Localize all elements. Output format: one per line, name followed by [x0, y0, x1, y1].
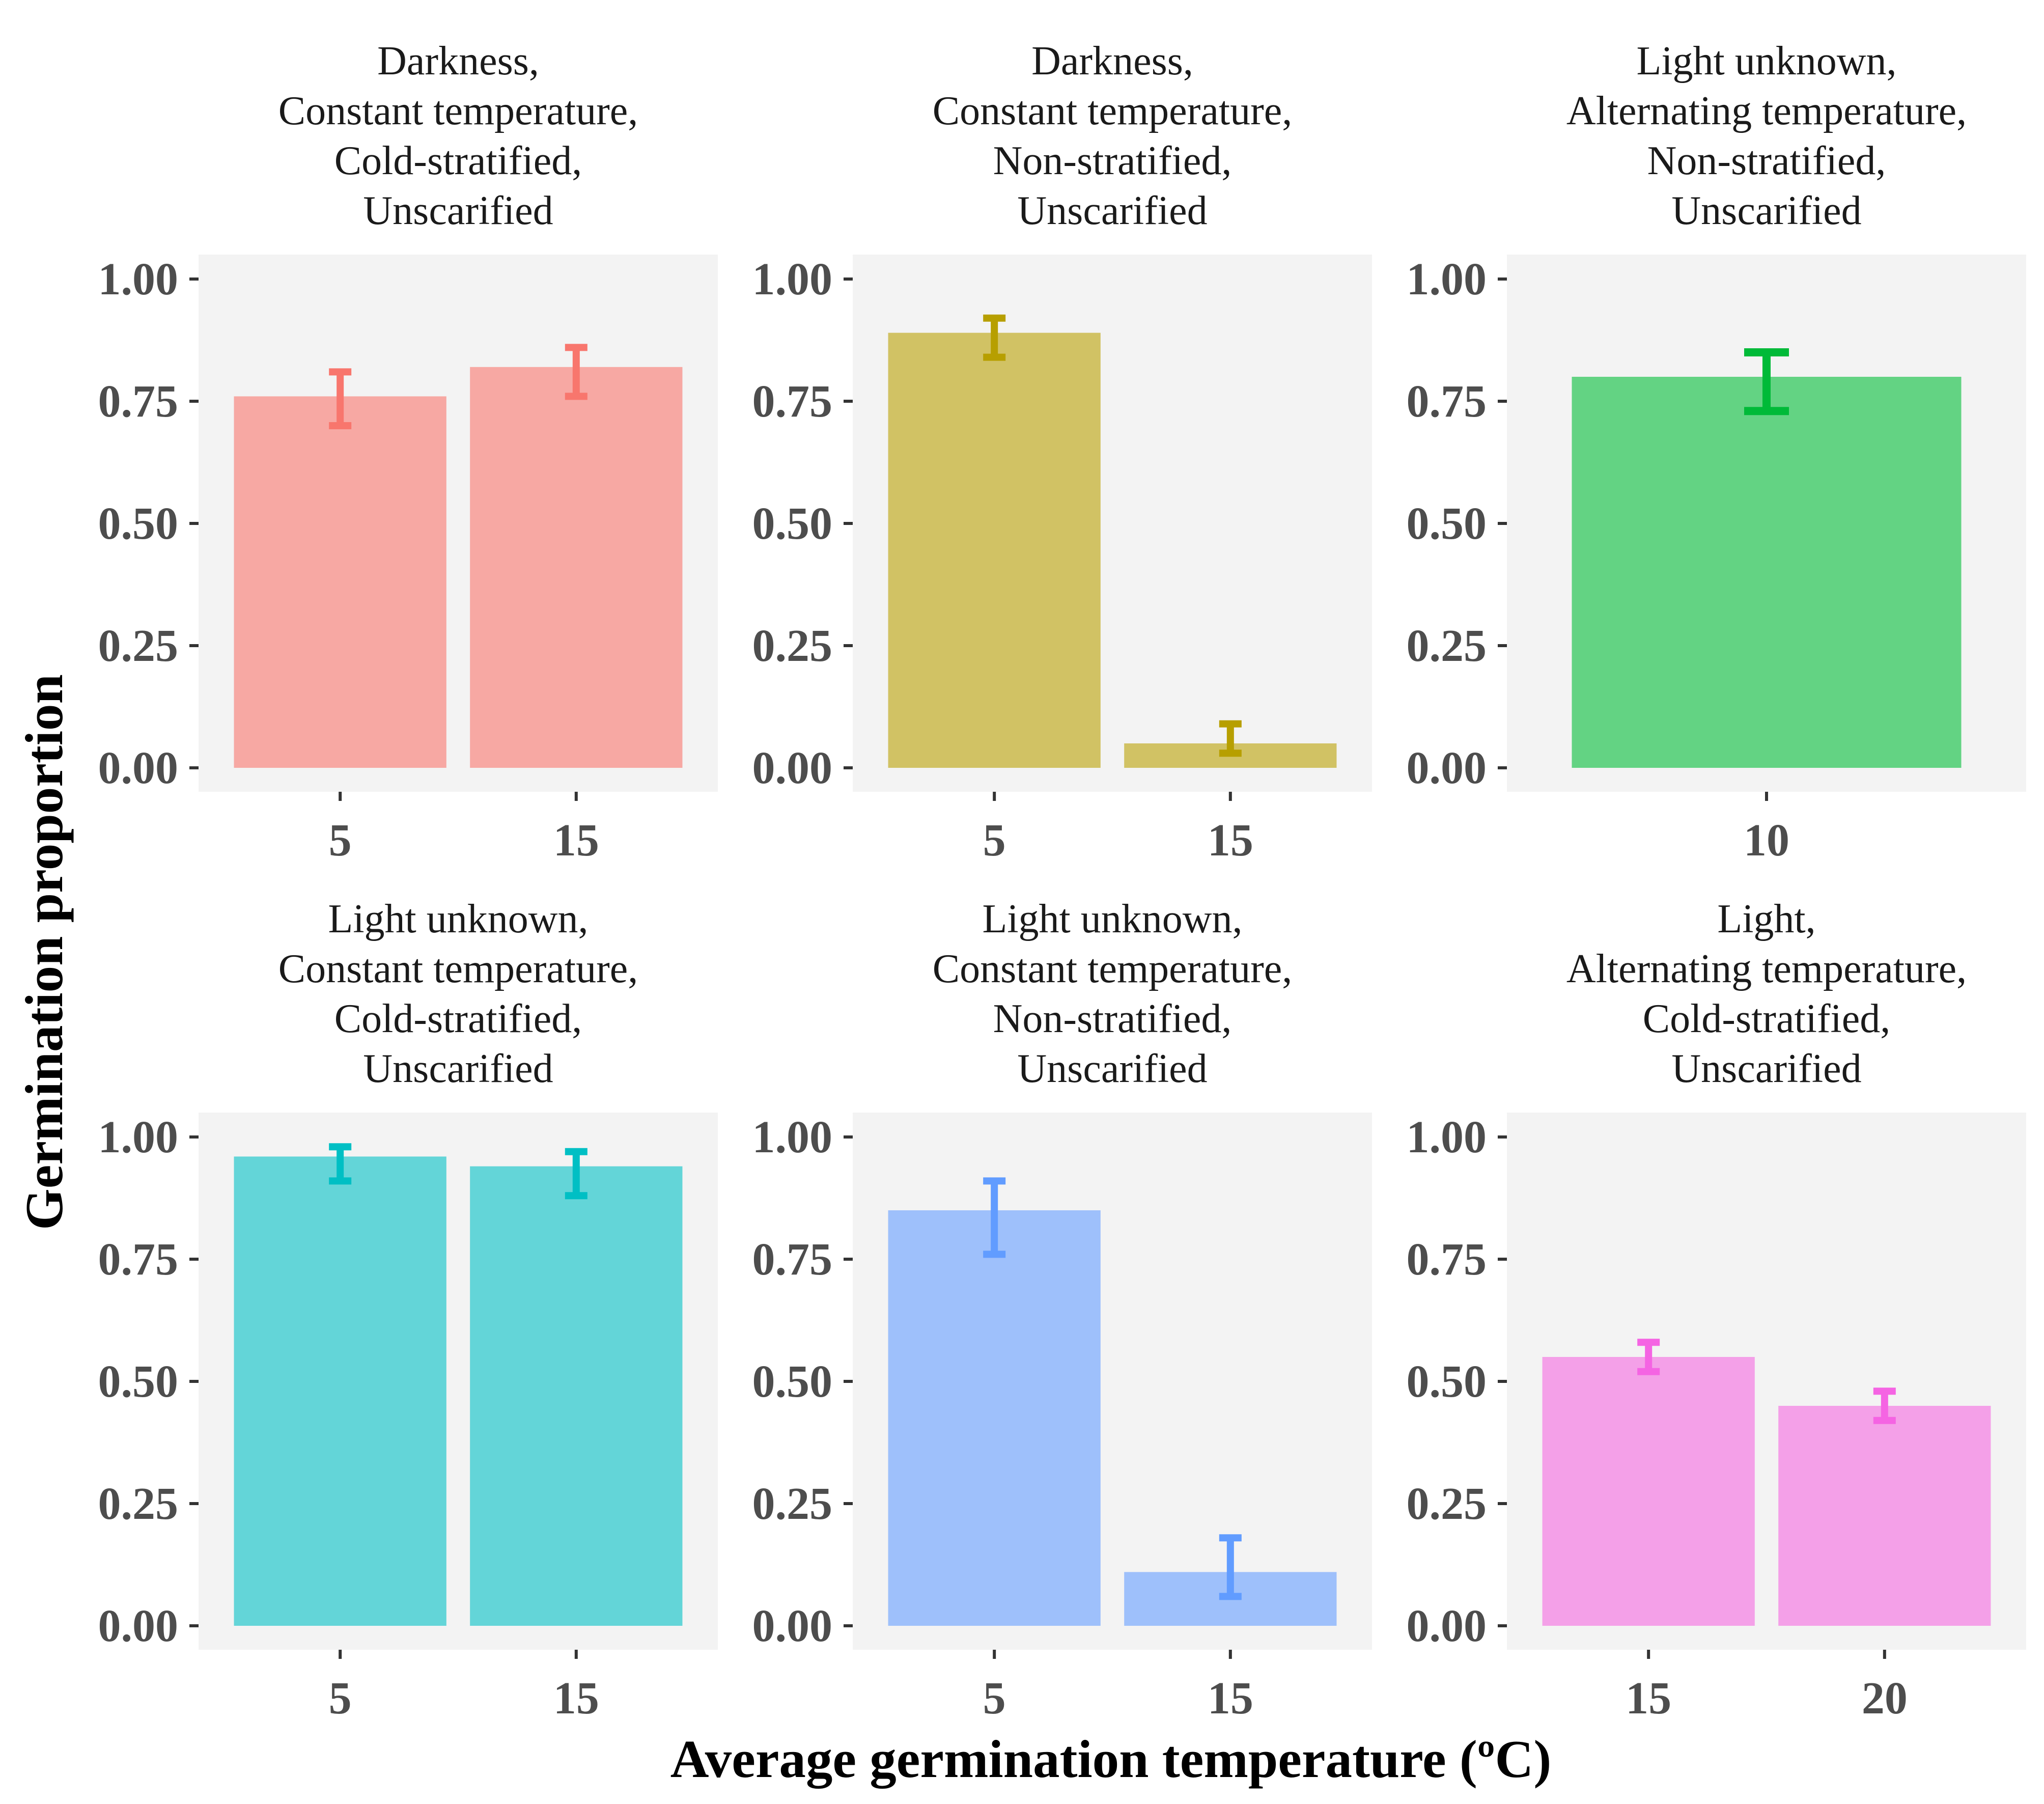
- x-tick-label: 20: [1862, 1673, 1908, 1724]
- facet-title-line: Non-stratified,: [993, 996, 1232, 1041]
- y-tick-label: 0.50: [752, 498, 833, 549]
- x-axis-title: Average germination temperature (ºC): [670, 1729, 1552, 1789]
- facet-title-line: Light,: [1717, 897, 1815, 941]
- y-tick-label: 0.75: [1407, 376, 1487, 427]
- bar: [470, 1166, 683, 1626]
- facet-title-line: Constant temperature,: [933, 89, 1292, 133]
- y-tick-label: 0.75: [98, 376, 179, 427]
- bar: [888, 1210, 1101, 1626]
- facet-title-line: Non-stratified,: [1647, 138, 1886, 183]
- y-tick-label: 0.25: [98, 621, 179, 671]
- facet-title-line: Constant temperature,: [933, 947, 1292, 991]
- y-tick-label: 0.25: [98, 1479, 179, 1529]
- facet-title-line: Unscarified: [1671, 188, 1861, 233]
- bar: [1778, 1406, 1991, 1626]
- y-tick-label: 1.00: [752, 254, 833, 304]
- bar: [1542, 1357, 1755, 1626]
- facet-title-line: Unscarified: [1017, 188, 1207, 233]
- x-tick-label: 5: [329, 1673, 352, 1724]
- facet-title-line: Light unknown,: [1636, 39, 1896, 84]
- x-tick-label: 5: [983, 1673, 1006, 1724]
- facet-title-line: Alternating temperature,: [1566, 89, 1967, 133]
- y-tick-label: 1.00: [1407, 254, 1487, 304]
- y-tick-label: 0.00: [752, 743, 833, 793]
- y-tick-label: 1.00: [752, 1112, 833, 1162]
- y-tick-label: 0.75: [752, 376, 833, 427]
- y-tick-label: 0.50: [1407, 1356, 1487, 1407]
- y-tick-label: 0.75: [1407, 1234, 1487, 1285]
- bar: [470, 367, 683, 768]
- facet-title-line: Darkness,: [377, 39, 539, 84]
- y-tick-label: 0.50: [98, 1356, 179, 1407]
- x-tick-label: 15: [1626, 1673, 1671, 1724]
- x-tick-label: 5: [329, 815, 352, 866]
- facet-title-line: Cold-stratified,: [334, 996, 582, 1041]
- x-tick-label: 15: [1208, 1673, 1253, 1724]
- bar: [234, 396, 446, 768]
- x-tick-label: 10: [1744, 815, 1789, 866]
- facet-title-line: Constant temperature,: [278, 947, 638, 991]
- facet-title-line: Light unknown,: [982, 897, 1242, 941]
- y-tick-label: 1.00: [1407, 1112, 1487, 1162]
- y-tick-label: 0.00: [98, 743, 179, 793]
- y-tick-label: 0.00: [752, 1601, 833, 1651]
- facet-title-line: Darkness,: [1031, 39, 1193, 84]
- y-tick-label: 0.00: [1407, 743, 1487, 793]
- facet-title-line: Cold-stratified,: [1643, 996, 1891, 1041]
- y-tick-label: 0.75: [752, 1234, 833, 1285]
- facet-title-line: Unscarified: [1671, 1046, 1861, 1091]
- x-tick-label: 5: [983, 815, 1006, 866]
- x-tick-label: 15: [1208, 815, 1253, 866]
- facet-title-line: Light unknown,: [328, 897, 588, 941]
- y-tick-label: 1.00: [98, 254, 179, 304]
- x-tick-label: 15: [553, 1673, 599, 1724]
- facet-title-line: Cold-stratified,: [334, 138, 582, 183]
- facet-title-line: Alternating temperature,: [1566, 947, 1967, 991]
- bar: [234, 1156, 446, 1626]
- y-tick-label: 0.25: [752, 621, 833, 671]
- x-tick-label: 15: [553, 815, 599, 866]
- y-tick-label: 0.50: [752, 1356, 833, 1407]
- y-tick-label: 0.50: [98, 498, 179, 549]
- y-tick-label: 0.75: [98, 1234, 179, 1285]
- facet-title-line: Unscarified: [363, 1046, 553, 1091]
- y-tick-label: 0.50: [1407, 498, 1487, 549]
- y-tick-label: 0.00: [98, 1601, 179, 1651]
- bar: [888, 332, 1101, 768]
- y-tick-label: 0.25: [1407, 1479, 1487, 1529]
- facet-title-line: Constant temperature,: [278, 89, 638, 133]
- facet-title-line: Unscarified: [1017, 1046, 1207, 1091]
- bar: [1572, 377, 1962, 768]
- y-tick-label: 0.00: [1407, 1601, 1487, 1651]
- facet-title-line: Non-stratified,: [993, 138, 1232, 183]
- facet-title-line: Unscarified: [363, 188, 553, 233]
- y-tick-label: 0.25: [752, 1479, 833, 1529]
- y-tick-label: 0.25: [1407, 621, 1487, 671]
- y-axis-title: Germination proportion: [14, 674, 74, 1230]
- y-tick-label: 1.00: [98, 1112, 179, 1162]
